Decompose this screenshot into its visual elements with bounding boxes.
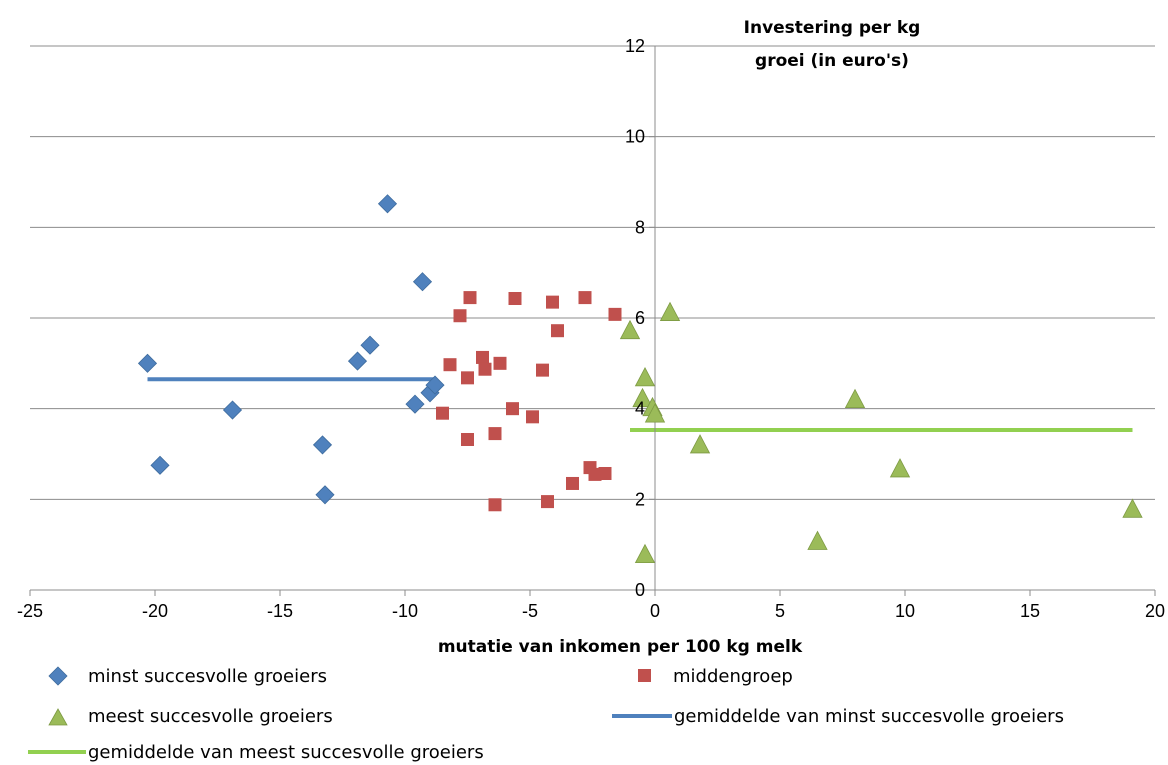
data-point-square	[608, 307, 622, 321]
data-point-square	[443, 358, 457, 372]
legend-item-avg-minst: gemiddelde van minst succesvolle groeier…	[612, 706, 1064, 727]
data-point-triangle	[659, 301, 681, 321]
legend-label-meest: meest succesvolle groeiers	[88, 706, 333, 727]
data-point-square	[536, 363, 549, 377]
data-point-square	[488, 498, 502, 512]
y-tick-label: 8	[635, 217, 645, 237]
y-axis-title-line-1: Investering per kg	[744, 18, 921, 38]
data-point-diamond	[425, 375, 445, 395]
data-point-diamond	[412, 272, 433, 292]
data-point-square	[506, 402, 519, 416]
y-axis-title-line-2: groei (in euro's)	[755, 51, 909, 71]
x-tick-label: -5	[522, 601, 538, 621]
data-point-square	[566, 476, 579, 490]
data-point-triangle	[634, 366, 656, 387]
x-tick-label: -20	[142, 601, 168, 621]
data-point-diamond	[360, 335, 380, 355]
legend-marker-triangle	[48, 708, 68, 726]
data-point-diamond	[312, 435, 333, 455]
data-points	[137, 194, 1143, 564]
data-point-diamond	[347, 351, 368, 371]
data-point-triangle	[634, 543, 656, 564]
x-tick-label: 0	[650, 601, 660, 621]
x-tick-label: 10	[895, 601, 915, 621]
data-point-square	[488, 427, 502, 441]
data-point-square	[436, 406, 449, 420]
data-point-square	[598, 466, 612, 480]
data-point-square	[551, 324, 564, 338]
legend-label-avg-minst: gemiddelde van minst succesvolle groeier…	[674, 706, 1064, 727]
legend-item-avg-meest: gemiddelde van meest succesvolle groeier…	[28, 742, 484, 763]
data-point-diamond	[222, 400, 243, 420]
data-point-square	[508, 292, 522, 306]
y-tick-label: 6	[635, 308, 645, 328]
x-axis-title: mutatie van inkomen per 100 kg melk	[438, 637, 803, 657]
y-tick-label: 0	[635, 580, 645, 600]
data-point-square	[546, 295, 559, 309]
data-point-diamond	[137, 353, 158, 373]
data-point-square	[541, 495, 554, 509]
data-point-square	[453, 309, 467, 323]
tick-labels: 0 2 4 6 8 10 12 -25 -20 -15 -10 -5 0 5 10 15 20	[17, 36, 1165, 621]
data-point-triangle	[619, 319, 641, 340]
data-point-square	[578, 291, 592, 305]
data-point-square	[588, 467, 602, 481]
data-point-triangle	[844, 388, 866, 408]
axes	[29, 45, 1156, 596]
data-point-triangle	[632, 387, 653, 408]
data-point-square	[463, 291, 477, 305]
legend-item-meest: meest succesvolle groeiers	[48, 706, 333, 727]
y-tick-label: 4	[635, 399, 645, 419]
data-point-triangle	[1122, 498, 1143, 518]
legend-label-midden: middengroep	[673, 666, 793, 687]
data-point-triangle	[889, 458, 911, 478]
legend-item-minst: minst succesvolle groeiers	[48, 666, 327, 687]
data-point-square	[493, 356, 507, 370]
data-point-triangle	[644, 403, 666, 423]
legend-label-avg-meest: gemiddelde van meest succesvolle groeier…	[88, 742, 484, 763]
average-lines	[147, 377, 1133, 432]
data-point-triangle	[807, 530, 828, 550]
x-tick-label: 15	[1020, 601, 1040, 621]
legend-item-midden: middengroep	[638, 666, 793, 687]
x-tick-label: 20	[1145, 601, 1165, 621]
data-point-square	[461, 432, 474, 446]
data-point-triangle	[689, 434, 711, 454]
data-point-diamond	[315, 485, 335, 505]
x-tick-label: -10	[392, 601, 418, 621]
data-point-square	[476, 350, 489, 364]
data-point-diamond	[377, 194, 398, 214]
legend-marker-square	[638, 669, 651, 682]
legend: minst succesvolle groeiers middengroep m…	[28, 666, 1064, 763]
y-tick-label: 10	[625, 127, 645, 147]
data-point-square	[526, 410, 539, 424]
data-point-diamond	[150, 455, 170, 475]
x-tick-label: -25	[17, 601, 43, 621]
gridlines	[30, 45, 1155, 500]
legend-label-minst: minst succesvolle groeiers	[88, 666, 327, 687]
y-tick-label: 2	[635, 489, 645, 509]
y-tick-label: 12	[625, 36, 645, 56]
x-tick-label: 5	[775, 601, 785, 621]
data-point-diamond	[405, 394, 425, 414]
legend-marker-diamond	[48, 666, 68, 686]
data-point-square	[478, 362, 492, 376]
x-tick-label: -15	[267, 601, 293, 621]
data-point-square	[461, 371, 474, 385]
